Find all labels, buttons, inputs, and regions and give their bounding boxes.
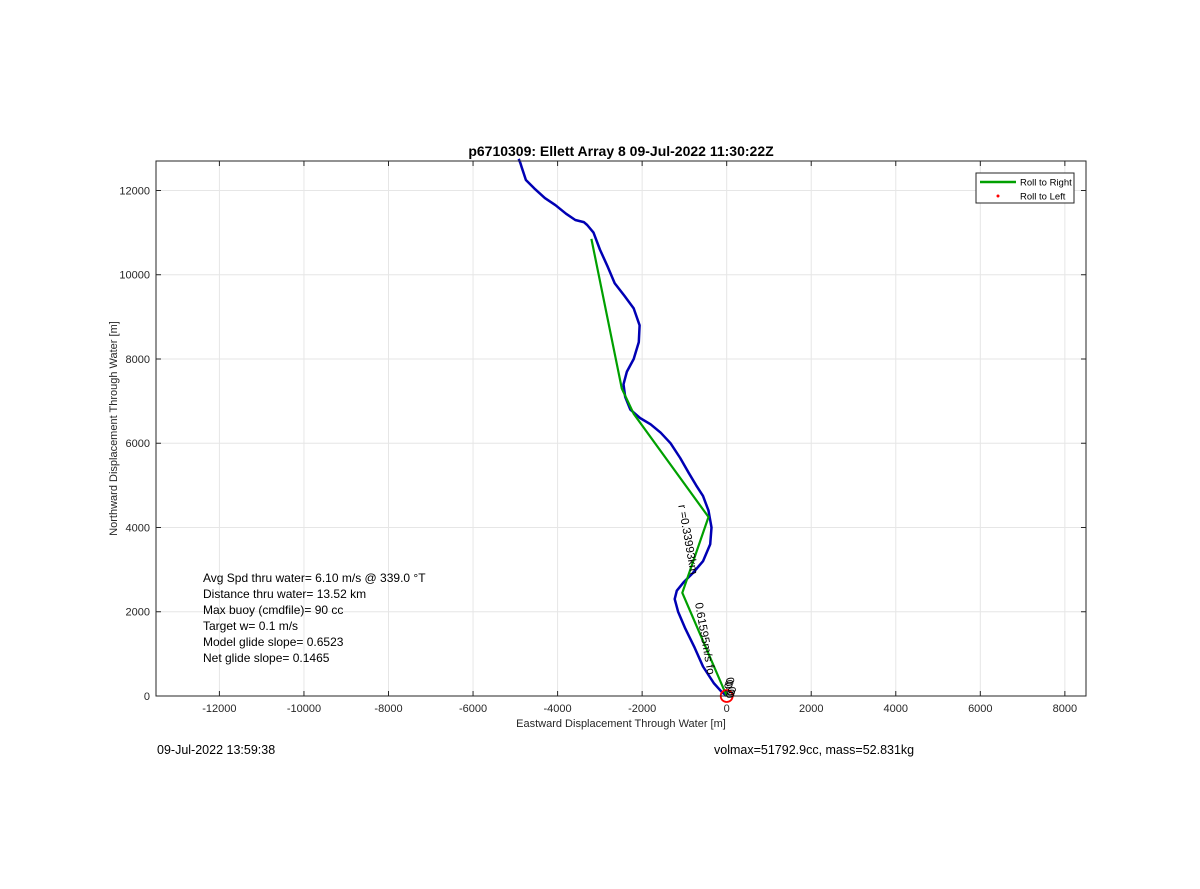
x-tick-label: -12000 bbox=[202, 703, 236, 715]
x-axis-label: Eastward Displacement Through Water [m] bbox=[516, 718, 726, 730]
x-tick-label: 6000 bbox=[968, 703, 992, 715]
y-tick-label: 12000 bbox=[119, 185, 150, 197]
legend-swatch-dot bbox=[996, 194, 1000, 198]
legend-label: Roll to Right bbox=[1020, 178, 1072, 189]
legend-box bbox=[975, 172, 1075, 204]
track-annotation: 0.0 bbox=[722, 679, 737, 697]
track-annotation: 0.0 bbox=[723, 676, 738, 694]
y-tick-label: 8000 bbox=[126, 354, 150, 366]
legend-label: Roll to Left bbox=[1020, 192, 1066, 203]
x-tick-label: 0 bbox=[724, 703, 730, 715]
y-tick-label: 2000 bbox=[126, 607, 150, 619]
stats-line: Avg Spd thru water= 6.10 m/s @ 339.0 °T bbox=[203, 571, 426, 585]
stats-line: Target w= 0.1 m/s bbox=[203, 619, 298, 633]
x-tick-label: -10000 bbox=[287, 703, 321, 715]
stats-line: Distance thru water= 13.52 km bbox=[203, 587, 366, 601]
footer-timestamp: 09-Jul-2022 13:59:38 bbox=[157, 743, 276, 757]
x-tick-label: 8000 bbox=[1053, 703, 1077, 715]
stats-line: Max buoy (cmdfile)= 90 cc bbox=[203, 603, 343, 617]
y-tick-label: 6000 bbox=[126, 438, 150, 450]
chart-title: p6710309: Ellett Array 8 09-Jul-2022 11:… bbox=[468, 143, 774, 159]
footer-vol-mass: volmax=51792.9cc, mass=52.831kg bbox=[714, 743, 915, 757]
track-annotation: 0.0 bbox=[721, 682, 736, 700]
y-tick-label: 10000 bbox=[119, 270, 150, 282]
series-roll-right-line bbox=[590, 238, 728, 697]
axis-ticks: -12000 -10000 -8000 -6000 -4000 -2000 0 2000 400… bbox=[119, 161, 1086, 715]
x-tick-label: -6000 bbox=[459, 703, 487, 715]
stats-text-block: Avg Spd thru water= 6.10 m/s @ 339.0 °T D… bbox=[203, 571, 426, 665]
stats-line: Model glide slope= 0.6523 bbox=[203, 635, 344, 649]
x-tick-label: -8000 bbox=[374, 703, 402, 715]
x-tick-label: 2000 bbox=[799, 703, 823, 715]
y-axis-label: Northward Displacement Through Water [m] bbox=[108, 321, 120, 536]
x-tick-label: 4000 bbox=[884, 703, 908, 715]
grid-lines bbox=[156, 161, 1086, 697]
stats-line: Net glide slope= 0.1465 bbox=[203, 651, 330, 665]
x-tick-label: -2000 bbox=[628, 703, 656, 715]
plot-area bbox=[156, 161, 1086, 696]
x-tick-label: -4000 bbox=[544, 703, 572, 715]
y-tick-label: 0 bbox=[144, 691, 150, 703]
legend: Roll to Right Roll to Left bbox=[975, 172, 1075, 204]
y-tick-label: 4000 bbox=[126, 522, 150, 534]
axes-border bbox=[155, 160, 1087, 697]
